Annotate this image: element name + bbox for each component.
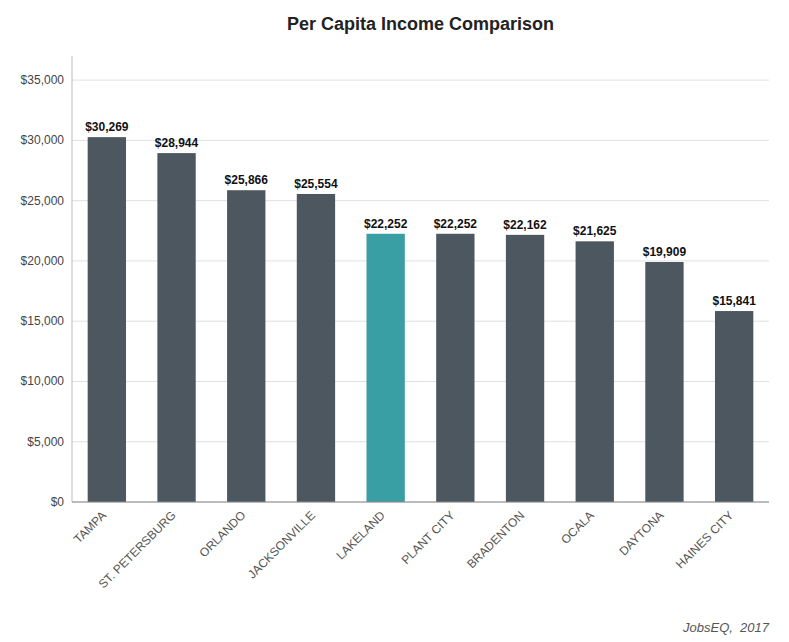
bar [576,241,614,502]
grid-line [72,502,769,503]
x-tick-label: TAMPA [71,508,109,546]
bar [157,153,195,502]
chart: Per Capita Income Comparison $0 $5,000 $10,… [0,0,789,642]
x-axis-line [72,502,769,503]
x-tick-label: DAYTONA [616,508,666,558]
grid-line [72,80,769,81]
bar [88,137,126,502]
bar [366,234,404,502]
bar [227,190,265,502]
data-label: $15,841 [712,294,756,308]
y-axis-line [72,56,73,502]
x-tick-label: ORLANDO [197,508,249,560]
data-label: $25,554 [294,177,338,191]
data-label: $25,866 [225,173,269,187]
bar [645,262,683,502]
data-label: $22,162 [503,218,547,232]
bar [297,194,335,502]
bar [715,311,753,502]
data-label: $22,252 [364,217,408,231]
grid [72,80,769,502]
x-tick-label: BRADENTON [464,508,527,571]
bar [436,234,474,502]
x-tick-label: LAKELAND [334,508,388,562]
x-tick-label: PLANT CITY [399,508,458,567]
x-tick-label: ST. PETERSBURG [96,508,179,591]
bar [506,235,544,502]
title: Per Capita Income Comparison [287,14,554,34]
y-tick-label: $30,000 [21,133,65,147]
y-tick-label: $5,000 [27,435,64,449]
y-tick-label: $35,000 [21,73,65,87]
data-label: $28,944 [155,136,199,150]
y-tick-label: $10,000 [21,374,65,388]
y-tick-label: $25,000 [21,194,65,208]
data-label: $22,252 [434,217,478,231]
x-tick-label: JACKSONVILLE [245,508,318,581]
x-tick-label: OCALA [558,508,597,547]
data-label: $19,909 [643,245,687,259]
source-note: JobsEQ, 2017 [682,620,770,635]
data-label: $21,625 [573,224,617,238]
x-tick-label: HAINES CITY [673,508,736,571]
bars [88,137,754,502]
y-tick-label: $20,000 [21,254,65,268]
data-label: $30,269 [85,120,129,134]
y-tick-label: $15,000 [21,314,65,328]
y-tick-label: $0 [51,495,65,509]
